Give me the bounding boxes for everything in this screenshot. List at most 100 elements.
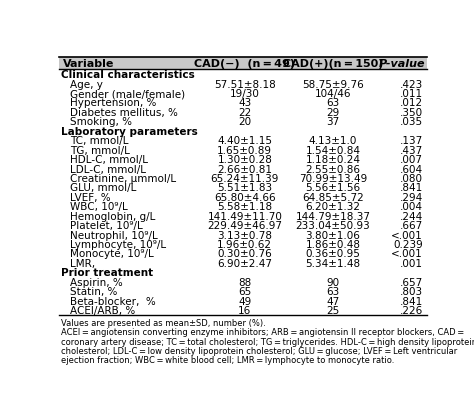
Text: 2.55±0.86: 2.55±0.86 [305,164,360,174]
Text: Values are presented as mean±SD, number (%).: Values are presented as mean±SD, number … [61,318,266,327]
Bar [59,57,427,70]
Text: 1.54±0.84: 1.54±0.84 [305,145,360,155]
Text: 6.20±1.32: 6.20±1.32 [305,202,360,212]
Text: Statin, %: Statin, % [70,287,118,297]
Text: LMR,: LMR, [70,258,95,268]
Text: 4.13±1.0: 4.13±1.0 [309,136,357,146]
Text: .007: .007 [400,155,423,165]
Text: .841: .841 [400,183,423,193]
Text: 57.51±8.18: 57.51±8.18 [214,79,276,89]
Text: .657: .657 [400,277,423,287]
Text: Smoking, %: Smoking, % [70,117,132,127]
Text: 4.40±1.15: 4.40±1.15 [217,136,272,146]
Text: 1.96±0.62: 1.96±0.62 [217,240,272,249]
Text: 49: 49 [238,296,251,306]
Text: .080: .080 [400,173,423,183]
Text: TC, mmol/L: TC, mmol/L [70,136,129,146]
Text: 1.65±0.89: 1.65±0.89 [217,145,272,155]
Text: 5.58±1.18: 5.58±1.18 [217,202,273,212]
Text: CAD(−)  (n = 49): CAD(−) (n = 49) [194,59,295,69]
Text: 5.34±1.48: 5.34±1.48 [305,258,361,268]
Text: 63: 63 [326,98,339,108]
Text: 64.85±5.72: 64.85±5.72 [302,192,364,202]
Text: LVEF, %: LVEF, % [70,192,111,202]
Text: 6.90±2.47: 6.90±2.47 [217,258,272,268]
Text: 1.30±0.28: 1.30±0.28 [217,155,272,165]
Text: Creatinine, μmmol/L: Creatinine, μmmol/L [70,173,176,183]
Text: Age, y: Age, y [70,79,103,89]
Text: 3.80±1.06: 3.80±1.06 [305,230,360,240]
Text: .011: .011 [400,89,423,99]
Text: 233.04±50.93: 233.04±50.93 [296,221,370,230]
Text: ACEI/ARB, %: ACEI/ARB, % [70,305,136,316]
Text: 104/46: 104/46 [315,89,351,99]
Text: 58.75±9.76: 58.75±9.76 [302,79,364,89]
Text: 20: 20 [238,117,251,127]
Text: coronary artery disease; TC = total cholesterol; TG = triglycerides. HDL-C = hig: coronary artery disease; TC = total chol… [61,337,474,346]
Text: .437: .437 [400,145,423,155]
Text: Gender (male/female): Gender (male/female) [70,89,185,99]
Text: HDL-C, mmol/L: HDL-C, mmol/L [70,155,148,165]
Text: 47: 47 [326,296,339,306]
Text: 65.80±4.66: 65.80±4.66 [214,192,275,202]
Text: 1.86±0.48: 1.86±0.48 [305,240,360,249]
Text: 144.79±18.37: 144.79±18.37 [295,211,370,221]
Text: 16: 16 [238,305,251,316]
Text: Neutrophil, 10⁹/L: Neutrophil, 10⁹/L [70,230,158,240]
Text: 141.49±11.70: 141.49±11.70 [207,211,282,221]
Text: .604: .604 [400,164,423,174]
Text: .803: .803 [400,287,423,297]
Text: .137: .137 [400,136,423,146]
Text: 2.66±0.81: 2.66±0.81 [217,164,272,174]
Text: CAD(+)(n = 150): CAD(+)(n = 150) [283,59,383,69]
Text: 63: 63 [326,287,339,297]
Text: 1.18±0.24: 1.18±0.24 [305,155,360,165]
Text: Prior treatment: Prior treatment [61,268,153,278]
Text: ejection fraction; WBC = white blood cell; LMR = lymphocyte to monocyte ratio.: ejection fraction; WBC = white blood cel… [61,355,394,364]
Text: .001: .001 [400,258,423,268]
Text: 3.13±0.78: 3.13±0.78 [217,230,272,240]
Text: 229.49±46.97: 229.49±46.97 [207,221,282,230]
Text: Variable: Variable [63,59,114,69]
Text: Aspirin, %: Aspirin, % [70,277,123,287]
Text: ACEI = angiotensin converting enzyme inhibitors; ARB = angiotensin II receptor b: ACEI = angiotensin converting enzyme inh… [61,328,465,337]
Text: Hypertension, %: Hypertension, % [70,98,156,108]
Text: .226: .226 [400,305,423,316]
Text: 29: 29 [326,108,339,118]
Text: 25: 25 [326,305,339,316]
Text: TG, mmol/L: TG, mmol/L [70,145,130,155]
Text: WBC, 10⁹/L: WBC, 10⁹/L [70,202,128,212]
Text: Beta-blocker,  %: Beta-blocker, % [70,296,156,306]
Text: .667: .667 [400,221,423,230]
Text: Laboratory parameters: Laboratory parameters [61,126,198,136]
Text: 65.24±11.39: 65.24±11.39 [210,173,279,183]
Text: <.001: <.001 [391,249,423,259]
Text: Hemoglobin, g/L: Hemoglobin, g/L [70,211,155,221]
Text: 5.51±1.83: 5.51±1.83 [217,183,273,193]
Text: .841: .841 [400,296,423,306]
Text: Platelet, 10⁹/L: Platelet, 10⁹/L [70,221,143,230]
Text: Monocyte, 10⁹/L: Monocyte, 10⁹/L [70,249,154,259]
Text: 22: 22 [238,108,251,118]
Text: P-value: P-value [379,59,425,69]
Text: 0.36±0.95: 0.36±0.95 [305,249,360,259]
Text: 0.30±0.76: 0.30±0.76 [218,249,272,259]
Text: .423: .423 [400,79,423,89]
Text: 5.56±1.56: 5.56±1.56 [305,183,361,193]
Text: 43: 43 [238,98,251,108]
Text: 90: 90 [327,277,339,287]
Text: 65: 65 [238,287,251,297]
Text: 37: 37 [326,117,339,127]
Text: Diabetes mellitus, %: Diabetes mellitus, % [70,108,178,118]
Text: <.001: <.001 [391,230,423,240]
Text: Lymphocyte, 10⁹/L: Lymphocyte, 10⁹/L [70,240,166,249]
Text: .350: .350 [400,108,423,118]
Text: 0.239: 0.239 [393,240,423,249]
Text: .035: .035 [400,117,423,127]
Text: 88: 88 [238,277,251,287]
Text: 70.99±13.49: 70.99±13.49 [299,173,367,183]
Text: .244: .244 [400,211,423,221]
Text: cholesterol; LDL-C = low density lipoprotein cholesterol; GLU = glucose; LVEF = : cholesterol; LDL-C = low density lipopro… [61,346,457,355]
Text: GLU, mmol/L: GLU, mmol/L [70,183,137,193]
Text: 19/30: 19/30 [230,89,260,99]
